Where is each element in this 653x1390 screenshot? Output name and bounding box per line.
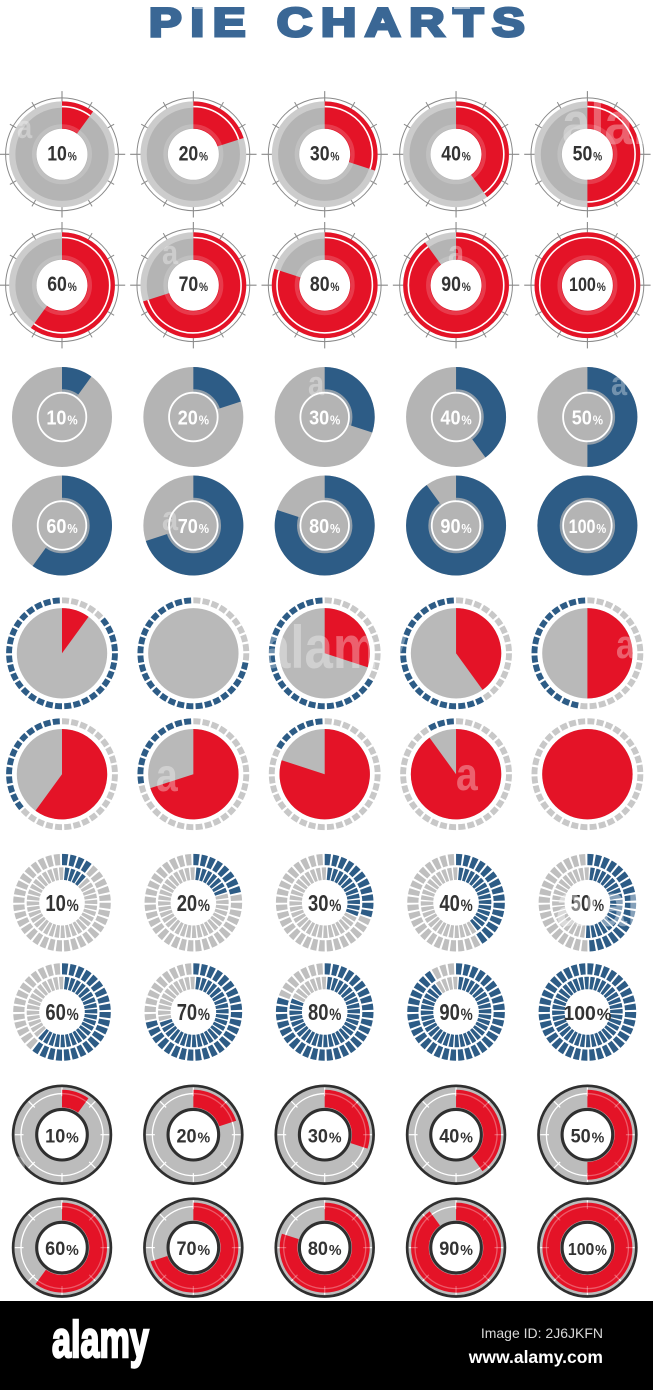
svg-text:20%: 20% xyxy=(177,1125,211,1147)
svg-text:10%: 10% xyxy=(46,407,77,429)
svg-text:a: a xyxy=(308,364,324,403)
svg-text:40%: 40% xyxy=(439,891,473,916)
svg-text:70%: 70% xyxy=(177,1000,211,1025)
svg-text:a: a xyxy=(156,750,178,802)
svg-text:10%: 10% xyxy=(45,1125,79,1147)
svg-text:alamy: alamy xyxy=(562,90,653,157)
svg-text:90%: 90% xyxy=(439,1000,473,1025)
svg-text:20%: 20% xyxy=(177,891,211,916)
svg-text:40%: 40% xyxy=(439,1125,473,1147)
svg-text:a: a xyxy=(8,1141,27,1186)
svg-text:alamy: alamy xyxy=(262,614,407,681)
svg-text:70%: 70% xyxy=(178,516,209,538)
svg-text:30%: 30% xyxy=(308,891,342,916)
svg-text:a: a xyxy=(448,233,464,272)
svg-text:10%: 10% xyxy=(45,891,79,916)
svg-text:40%: 40% xyxy=(440,407,471,429)
svg-text:50%: 50% xyxy=(571,1125,605,1147)
svg-text:a: a xyxy=(0,374,12,406)
svg-text:60%: 60% xyxy=(46,516,77,538)
svg-text:a: a xyxy=(162,233,178,272)
svg-text:Image ID: 2J6JKFN: Image ID: 2J6JKFN xyxy=(481,1325,603,1341)
svg-text:100%: 100% xyxy=(563,1003,611,1025)
svg-text:a: a xyxy=(162,499,178,538)
svg-text:60%: 60% xyxy=(45,1238,79,1260)
svg-text:90%: 90% xyxy=(440,516,471,538)
svg-text:a: a xyxy=(17,110,33,146)
svg-text:www.alamy.com: www.alamy.com xyxy=(468,1347,603,1367)
svg-text:a: a xyxy=(456,749,478,801)
svg-text:60%: 60% xyxy=(45,1000,79,1025)
svg-text:a: a xyxy=(616,621,635,666)
svg-text:50%: 50% xyxy=(572,407,603,429)
svg-text:100%: 100% xyxy=(569,516,607,538)
svg-text:30%: 30% xyxy=(309,407,340,429)
svg-text:100%: 100% xyxy=(568,1239,607,1259)
svg-text:80%: 80% xyxy=(309,516,340,538)
svg-text:20%: 20% xyxy=(178,407,209,429)
svg-text:30%: 30% xyxy=(308,1125,342,1147)
svg-text:80%: 80% xyxy=(308,1000,342,1025)
svg-text:80%: 80% xyxy=(308,1238,342,1260)
svg-text:70%: 70% xyxy=(177,1238,211,1260)
svg-text:50%: 50% xyxy=(571,891,605,916)
svg-text:alamy: alamy xyxy=(556,872,653,939)
svg-text:90%: 90% xyxy=(439,1238,473,1260)
svg-text:a: a xyxy=(611,364,627,403)
svg-text:alamy: alamy xyxy=(52,1312,149,1368)
